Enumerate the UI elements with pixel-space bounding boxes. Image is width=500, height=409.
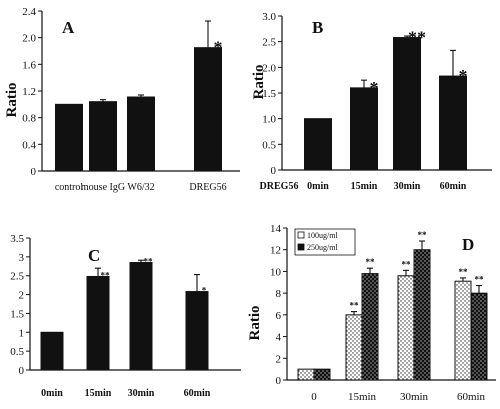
panel-d-y-tick-label: 8 [276,288,282,300]
panel-d-x-tick-label: 30min [400,391,429,403]
panel-a-y-tick-label: 2.0 [22,33,36,45]
panel-a-y-tick-label: 2.4 [22,6,36,18]
panel-c-x-tick-label: 60min [184,388,211,399]
panel-c-y-tick-label: 0 [19,365,25,377]
panel-d-legend-box [294,228,356,256]
panel-c-bar [129,262,153,371]
panel-b-x-prefix-label: DREG56 [260,181,299,192]
panel-d-y-tick-label: 2 [276,353,282,365]
panel-b-x-tick-label: 0min [307,181,329,192]
panel-a-x-tick-label: control [55,182,84,193]
panel-d-panel-letter: D [462,235,474,254]
panel-d-y-tick-label: 14 [270,223,282,235]
panel-d-bar-2-significance-label: ** [475,275,485,285]
panel-a-y-tick-label: 0.8 [22,113,36,125]
panel-d-bar-2 [361,273,379,381]
panel-c-bar [86,275,110,371]
panel-a-x-tick-label: DREG56 [189,182,226,193]
panel-c-bar [40,331,64,371]
panel-c-bar-significance-label: * [202,286,207,296]
panel-d-bar-2-significance-label: ** [418,230,428,240]
panel-c-y-tick-label: 0.5 [10,346,24,358]
panel-c-panel-letter: C [88,246,100,265]
panel-d-bar-2-significance-label: ** [366,257,376,267]
panel-d-bar-1 [297,368,315,381]
panel-d-x-tick-label: 0 [311,391,317,403]
panel-b-panel-letter: B [312,18,323,37]
panel-c-x-tick-label: 0min [41,388,63,399]
panel-b-y-axis-label: Ratio [251,65,267,100]
panel-c-y-tick-label: 1.5 [10,308,24,320]
panel-b-x-tick-label: 30min [394,181,421,192]
panel-d-bar-1 [397,275,415,381]
panel-a-y-tick-label: 1.2 [22,86,36,98]
panel-a-bar [89,101,117,172]
panel-b-bar-significance-label: ** [408,28,426,48]
panel-d-legend-label-1: 100ug/ml [307,231,338,240]
panel-b-bar [393,37,421,171]
panel-b-bar [350,87,378,171]
panel-d-legend-label-2: 250ug/ml [307,243,338,252]
panel-d-y-tick-label: 0 [276,375,282,387]
panel-d-y-tick-label: 6 [276,310,282,322]
panel-a-y-axis-label: Ratio [4,83,20,118]
panel-c-y-tick-label: 2 [19,290,25,302]
panel-d-bar-2 [413,249,431,381]
panel-d-bar-2 [313,368,331,381]
panel-d-legend-swatch-2 [297,243,305,251]
panel-b-y-tick-label: 3.0 [262,11,276,23]
panel-b-y-tick-label: 2.5 [262,37,276,49]
panel-c-bar-significance-label: ** [144,257,154,267]
panel-b-y-tick-label: 0.5 [262,139,276,151]
panel-d-bar-1 [454,280,472,381]
panel-a-y-tick-label: 1.6 [22,59,36,71]
panel-b-y-tick-label: 2.0 [262,62,276,74]
panel-b-x-tick-label: 15min [351,181,378,192]
panel-d-bar-2 [470,292,488,381]
panel-d-bar-1 [345,314,363,381]
panel-c-y-tick-label: 2.5 [10,271,24,283]
panel-c-bar-significance-label: ** [101,270,111,280]
panel-a-bar [55,103,83,172]
panel-c-x-tick-label: 15min [85,388,112,399]
panel-a-y-tick-label: 0.4 [22,139,36,151]
panel-a-bar [127,96,155,172]
panel-b-y-tick-label: 1.5 [262,88,276,100]
panel-b-y-tick-label: 1.0 [262,114,276,126]
panel-d-bar-1-significance-label: ** [402,259,412,269]
panel-b-bar-significance-label: * [370,78,379,98]
panel-c-y-tick-label: 3.5 [10,233,24,245]
panel-a-bar-significance-label: * [214,38,223,58]
panel-c-x-tick-label: 30min [128,388,155,399]
panel-a-x-tick-label: W6/32 [127,182,154,193]
panel-d-legend-swatch-1 [297,231,305,239]
panel-d-y-tick-label: 10 [270,266,282,278]
panel-a-panel-letter: A [62,18,75,37]
panel-d-y-tick-label: 12 [270,245,281,257]
panel-d-x-tick-label: 15min [348,391,377,403]
panel-a-y-tick-label: 0 [31,166,37,178]
panel-d-bar-1-significance-label: ** [350,301,360,311]
panel-b-bar [304,118,332,171]
panel-b-bar [439,75,467,171]
panel-d-y-tick-label: 4 [276,332,282,344]
panel-b-y-tick-label: 0 [271,165,277,177]
panel-d-y-axis-label: Ratio [247,306,263,341]
panel-d-bar-1-significance-label: ** [459,267,469,277]
panel-c-y-tick-label: 3 [19,252,25,264]
panel-a-bar [194,47,222,172]
panel-a-x-tick-label: mouse IgG [81,182,125,193]
panel-b-bar-significance-label: * [459,66,468,86]
panel-c-bar [185,291,209,371]
panel-d-x-tick-label: 60min [457,391,486,403]
panel-c-y-tick-label: 1 [19,327,25,339]
panel-b-x-tick-label: 60min [440,181,467,192]
